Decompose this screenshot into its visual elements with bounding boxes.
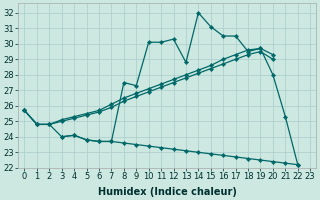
X-axis label: Humidex (Indice chaleur): Humidex (Indice chaleur)	[98, 187, 237, 197]
